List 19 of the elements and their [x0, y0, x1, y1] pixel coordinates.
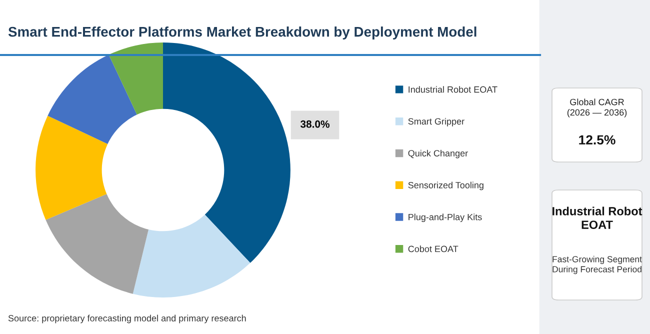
source-note: Source: proprietary forecasting model and primary research: [8, 314, 246, 324]
donut-slice: [46, 194, 149, 294]
legend-label: Industrial Robot EOAT: [408, 86, 498, 93]
legend-label: Smart Gripper: [408, 118, 464, 126]
donut-slice: [48, 54, 137, 144]
donut-slice: [36, 116, 108, 220]
chart-title: Smart End-Effector Platforms Market Breakdown by Deployment Model: [8, 26, 476, 40]
text: 12.5%: [579, 135, 616, 145]
legend-label: Plug-and-Play Kits: [408, 214, 482, 222]
legend-label: Cobot EOAT: [408, 246, 458, 252]
donut-slice: [108, 42, 163, 115]
text: Global CAGR (2026 — 2036): [567, 98, 627, 118]
legend-label: Sensorized Tooling: [408, 182, 484, 190]
text: Fast-Growing Segment During Forecast Period: [552, 256, 642, 274]
donut-slice: [163, 42, 290, 263]
legend-label: Quick Changer: [408, 150, 468, 158]
donut-slice: [132, 214, 250, 298]
text: Industrial Robot EOAT: [552, 206, 642, 229]
data-label: 38.0%: [300, 120, 330, 128]
